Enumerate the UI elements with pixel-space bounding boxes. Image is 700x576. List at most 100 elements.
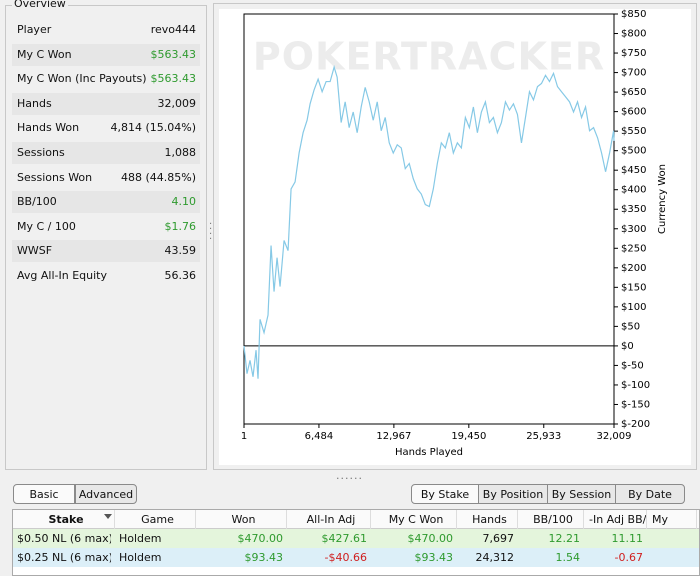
data-line	[243, 64, 615, 379]
watermark: POKERTRACKER	[253, 35, 605, 79]
column-header: Won	[197, 510, 287, 529]
column-header: Game	[116, 510, 196, 529]
stat-row: Player revo444	[12, 19, 200, 41]
y-tick-label: $550	[621, 126, 646, 137]
stat-row: Hands Won 4,814 (15.04%)	[12, 117, 200, 139]
tab-button[interactable]: By Position	[478, 484, 548, 504]
y-tick-label: $350	[621, 204, 646, 215]
stat-row: Sessions Won 488 (44.85%)	[12, 167, 200, 189]
y-tick-label: $-50	[621, 360, 644, 371]
table-cell: 12.21	[548, 532, 581, 545]
stat-label: Avg All-In Equity	[17, 269, 107, 282]
table-cell: -0.67	[614, 551, 643, 564]
stat-value: 1,088	[164, 146, 197, 159]
table-row	[13, 529, 699, 548]
table-cell: 11.11	[611, 532, 644, 545]
column-header: Stake	[14, 510, 115, 529]
y-tick-label: $750	[621, 48, 646, 59]
y-tick-label: $100	[621, 302, 646, 313]
table-cell: $470.00	[237, 532, 284, 545]
y-tick-label: $-200	[621, 419, 650, 430]
table-cell: -$40.66	[324, 551, 367, 564]
y-tick-label: $400	[621, 185, 646, 196]
table-cell: $0.50 NL (6 max)	[17, 532, 111, 545]
stat-label: My C Won	[17, 47, 72, 61]
y-axis-label: Currency Won	[657, 164, 668, 234]
splitter: ······	[336, 472, 363, 485]
stat-row: Hands 32,009	[12, 92, 200, 115]
tab-button[interactable]: By Stake	[411, 484, 479, 504]
y-tick-label: $250	[621, 243, 646, 254]
overview-title: Overview	[12, 0, 68, 10]
stat-value: $563.43	[150, 47, 197, 61]
table-cell: $427.61	[321, 532, 368, 545]
x-tick-label: 6,484	[305, 431, 334, 442]
y-tick-label: $-150	[621, 399, 650, 410]
table-cell: $93.43	[414, 551, 454, 564]
stat-value: $563.43	[150, 72, 197, 86]
stat-label: Hands Won	[17, 121, 80, 135]
stat-value: $1.76	[164, 219, 197, 233]
stat-label: Player	[17, 23, 52, 36]
y-tick-label: $500	[621, 146, 646, 157]
tab-button[interactable]: By Date	[615, 484, 685, 504]
column-header: My C Won	[372, 510, 457, 529]
stat-label: Hands	[17, 96, 52, 110]
x-tick-label: 25,933	[526, 431, 561, 442]
overview-panel	[5, 5, 207, 470]
y-tick-label: $450	[621, 165, 646, 176]
stat-value: revo444	[150, 23, 196, 36]
tab-button[interactable]: Basic	[13, 484, 75, 504]
y-tick-label: $-100	[621, 380, 650, 391]
stat-label: WWSF	[17, 244, 53, 258]
x-tick-label: 19,450	[451, 431, 486, 442]
table-cell: 1.54	[555, 551, 581, 564]
y-tick-label: $0	[621, 341, 634, 352]
table-cell: $93.43	[244, 551, 284, 564]
stat-row: Sessions 1,088	[12, 142, 200, 164]
y-tick-label: $700	[621, 68, 646, 79]
stat-label: Sessions Won	[17, 170, 93, 184]
y-tick-label: $800	[621, 29, 646, 40]
stat-row: BB/100 4.10	[12, 191, 200, 214]
x-tick-label: 1	[241, 431, 247, 442]
splitter: · · · ·	[209, 219, 213, 245]
plot-frame	[243, 13, 615, 425]
x-axis-label: Hands Played	[395, 447, 463, 458]
stat-row: WWSF 43.59	[12, 240, 200, 263]
stat-value: 4,814 (15.04%)	[110, 121, 196, 135]
y-tick-label: $850	[621, 9, 646, 20]
tab-button[interactable]: By Session	[547, 484, 616, 504]
y-tick-label: $650	[621, 87, 646, 98]
stat-value: 32,009	[157, 96, 197, 110]
y-tick-label: $50	[621, 321, 640, 332]
x-tick-label: 12,967	[376, 431, 411, 442]
tab-button[interactable]: Advanced	[75, 484, 137, 504]
table-cell: Holdem	[119, 551, 162, 564]
table-cell: 24,312	[475, 551, 515, 564]
stat-value: 56.36	[164, 269, 197, 282]
stat-value: 4.10	[171, 195, 197, 209]
stat-value: 43.59	[164, 244, 197, 258]
chart: POKERTRACKER $-200 $-150 $-100 $-50 $0 $50 $100…	[219, 9, 691, 465]
column-header: My	[648, 510, 697, 529]
table-cell: $470.00	[407, 532, 454, 545]
stat-row: Avg All-In Equity 56.36	[12, 265, 200, 287]
column-header: BB/100	[519, 510, 584, 529]
table-cell: Holdem	[119, 532, 162, 545]
stat-label: Sessions	[17, 146, 65, 159]
table-header	[13, 510, 699, 529]
stat-value: 488 (44.85%)	[120, 170, 196, 184]
stat-row: My C / 100 $1.76	[12, 216, 200, 238]
x-tick-label: 32,009	[597, 431, 632, 442]
column-header: Hands	[458, 510, 518, 529]
stat-label: My C / 100	[17, 219, 76, 233]
y-tick-label: $200	[621, 263, 646, 274]
stat-label: BB/100	[17, 195, 57, 209]
table-cell: $0.25 NL (6 max)	[17, 551, 111, 564]
y-tick-label: $600	[621, 107, 646, 118]
column-header: -In Adj BB/1	[585, 510, 647, 529]
column-header: All-In Adj	[288, 510, 371, 529]
stat-label: My C Won (Inc Payouts)	[17, 72, 147, 86]
